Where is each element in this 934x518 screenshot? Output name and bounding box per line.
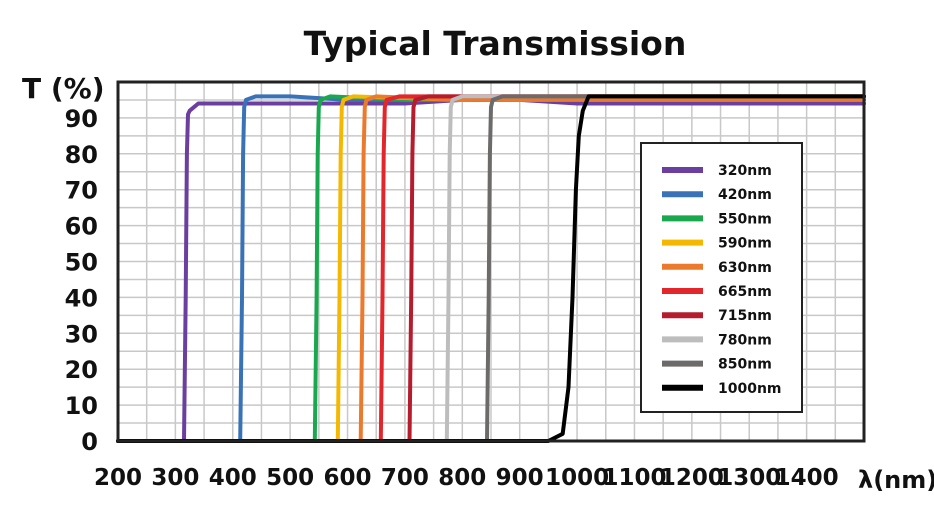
y-tick-label: 90 bbox=[65, 105, 98, 133]
x-tick-label: 800 bbox=[438, 465, 486, 491]
legend-label: 1000nm bbox=[718, 381, 782, 397]
x-tick-label: 1200 bbox=[660, 465, 724, 491]
legend-label: 420nm bbox=[718, 187, 772, 203]
y-tick-label: 0 bbox=[81, 428, 98, 456]
legend-label: 850nm bbox=[718, 357, 772, 373]
y-tick-label: 80 bbox=[65, 141, 98, 169]
series-lines bbox=[116, 94, 866, 443]
legend-label: 590nm bbox=[718, 236, 772, 252]
chart-title: Typical Transmission bbox=[304, 24, 687, 63]
x-tick-label: 1400 bbox=[775, 465, 839, 491]
x-tick-label: 700 bbox=[381, 465, 429, 491]
x-tick-label: 600 bbox=[324, 465, 372, 491]
y-tick-labels: 0 10 20 30 40 50 60 70 80 90 bbox=[65, 105, 98, 456]
y-axis-label: T (%) bbox=[22, 72, 105, 105]
x-tick-label: 1300 bbox=[717, 465, 781, 491]
x-tick-label: 200 bbox=[94, 465, 142, 491]
y-tick-label: 70 bbox=[65, 177, 98, 205]
x-tick-label: 900 bbox=[496, 465, 544, 491]
series-line-1000nm bbox=[116, 94, 866, 443]
legend-label: 780nm bbox=[718, 332, 772, 348]
legend-label: 665nm bbox=[718, 284, 772, 300]
legend-label: 550nm bbox=[718, 211, 772, 227]
legend-label: 715nm bbox=[718, 308, 772, 324]
x-tick-label: 1000 bbox=[545, 465, 609, 491]
series-line-630nm bbox=[116, 94, 866, 443]
y-tick-label: 20 bbox=[65, 356, 98, 384]
y-tick-label: 50 bbox=[65, 249, 98, 277]
legend: 320nm 420nm 550nm 590nm 630nm 665nm 715nm 780nm… bbox=[640, 142, 803, 413]
y-tick-label: 40 bbox=[65, 284, 98, 312]
legend-label: 630nm bbox=[718, 260, 772, 276]
x-tick-label: 1100 bbox=[602, 465, 666, 491]
x-tick-label: 500 bbox=[266, 465, 314, 491]
y-tick-label: 30 bbox=[65, 320, 98, 348]
plot-frame bbox=[116, 80, 866, 443]
x-axis-label: λ(nm) bbox=[858, 466, 934, 494]
legend-box bbox=[640, 142, 803, 413]
x-tick-label: 300 bbox=[151, 465, 199, 491]
x-tick-labels: 200 300 400 500 600 700 800 900 1000110012001300… bbox=[94, 465, 839, 491]
y-tick-label: 10 bbox=[65, 392, 98, 420]
legend-label: 320nm bbox=[718, 163, 772, 179]
y-tick-label: 60 bbox=[65, 213, 98, 241]
x-tick-label: 400 bbox=[209, 465, 257, 491]
